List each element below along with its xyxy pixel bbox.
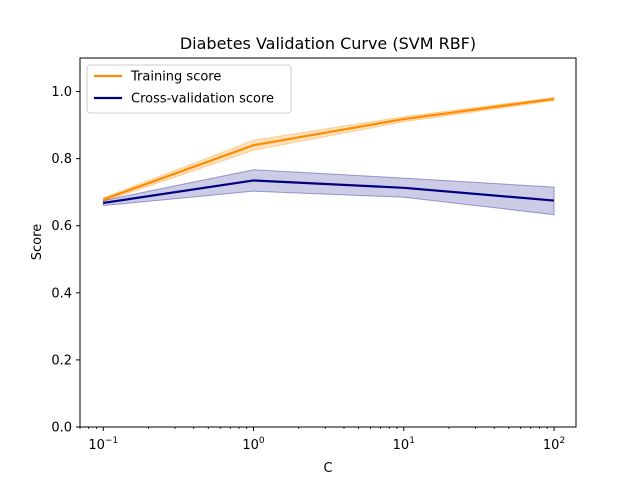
cross-validation-score-band bbox=[102, 169, 555, 216]
x-tick-label: 102 bbox=[543, 436, 565, 453]
x-tick-label: 101 bbox=[393, 436, 415, 453]
y-tick-label: 1.0 bbox=[51, 85, 72, 100]
legend: Training score Cross-validation score bbox=[86, 64, 292, 114]
y-tick-label: 0.6 bbox=[51, 219, 72, 234]
legend-training-label: Training score bbox=[130, 70, 221, 85]
y-tick-label: 0.4 bbox=[51, 286, 72, 301]
cross-validation-score-line bbox=[103, 179, 555, 205]
y-tick-label: 0.0 bbox=[51, 421, 72, 436]
x-tick-label: 100 bbox=[242, 436, 265, 453]
training-score-line bbox=[102, 97, 555, 201]
legend-box bbox=[86, 64, 292, 114]
x-axis-label: C bbox=[323, 461, 332, 476]
training-score-band bbox=[102, 97, 555, 203]
y-tick-label: 0.2 bbox=[51, 353, 72, 368]
y-tick-label: 0.8 bbox=[51, 152, 72, 167]
x-tick-label: 10−1 bbox=[88, 436, 118, 453]
legend-cross-validation-label: Cross-validation score bbox=[131, 92, 274, 107]
chart-title: Diabetes Validation Curve (SVM RBF) bbox=[180, 34, 476, 53]
plot-frame bbox=[79, 57, 577, 428]
y-axis-label: Score bbox=[30, 224, 45, 260]
